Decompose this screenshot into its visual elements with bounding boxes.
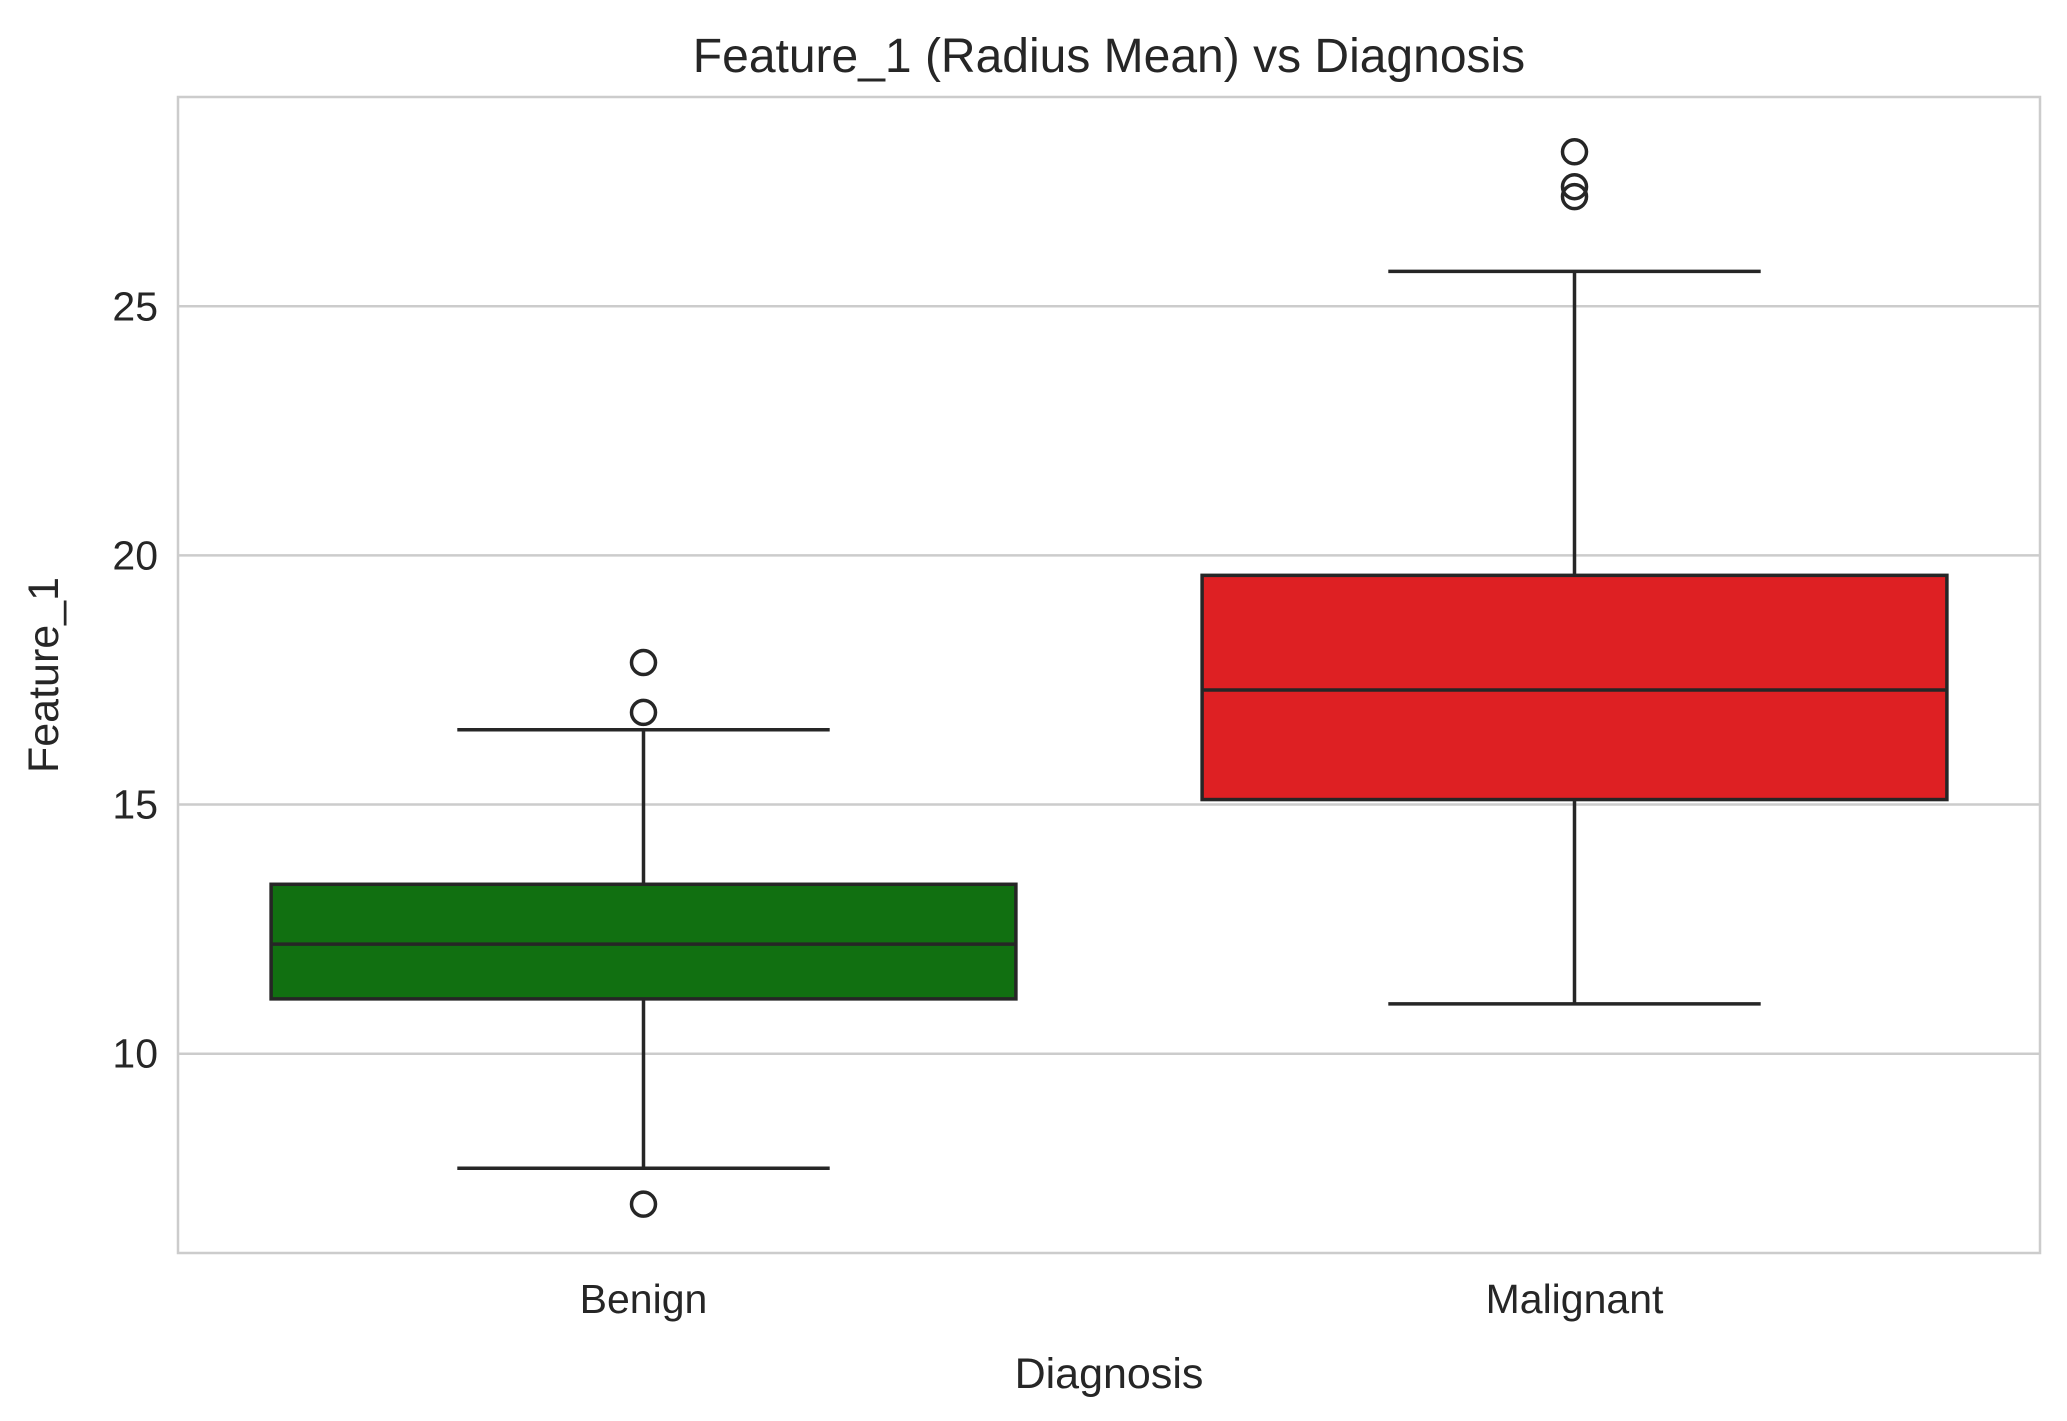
outlier-point <box>629 1190 658 1218</box>
y-tick-label: 20 <box>112 532 158 578</box>
y-tick-label: 10 <box>112 1031 158 1077</box>
outlier-point <box>629 648 658 677</box>
box-iqr <box>269 882 1018 1001</box>
y-axis-label: Feature_1 <box>20 577 68 773</box>
box-group-malignant <box>1200 138 1949 1006</box>
y-tick-label: 25 <box>112 283 158 329</box>
outlier-point <box>1560 172 1589 201</box>
gridlines <box>178 305 2040 1055</box>
box-group-benign <box>269 648 1018 1218</box>
box-plot-marks <box>269 138 1949 1218</box>
x-tick-label: Malignant <box>1486 1276 1664 1322</box>
outlier-point <box>1560 182 1589 211</box>
x-tick-labels: Benign Malignant <box>580 1276 1664 1322</box>
box-iqr <box>1200 573 1949 802</box>
chart-title: Feature_1 (Radius Mean) vs Diagnosis <box>693 30 1525 83</box>
x-tick-label: Benign <box>580 1276 708 1322</box>
y-tick-label: 15 <box>112 782 158 828</box>
y-tick-labels: 10 15 20 25 <box>112 283 158 1076</box>
plot-area-frame <box>176 95 2042 1255</box>
outlier-point <box>1560 138 1589 166</box>
x-axis-label: Diagnosis <box>1015 1350 1204 1398</box>
outlier-point <box>629 698 658 727</box>
